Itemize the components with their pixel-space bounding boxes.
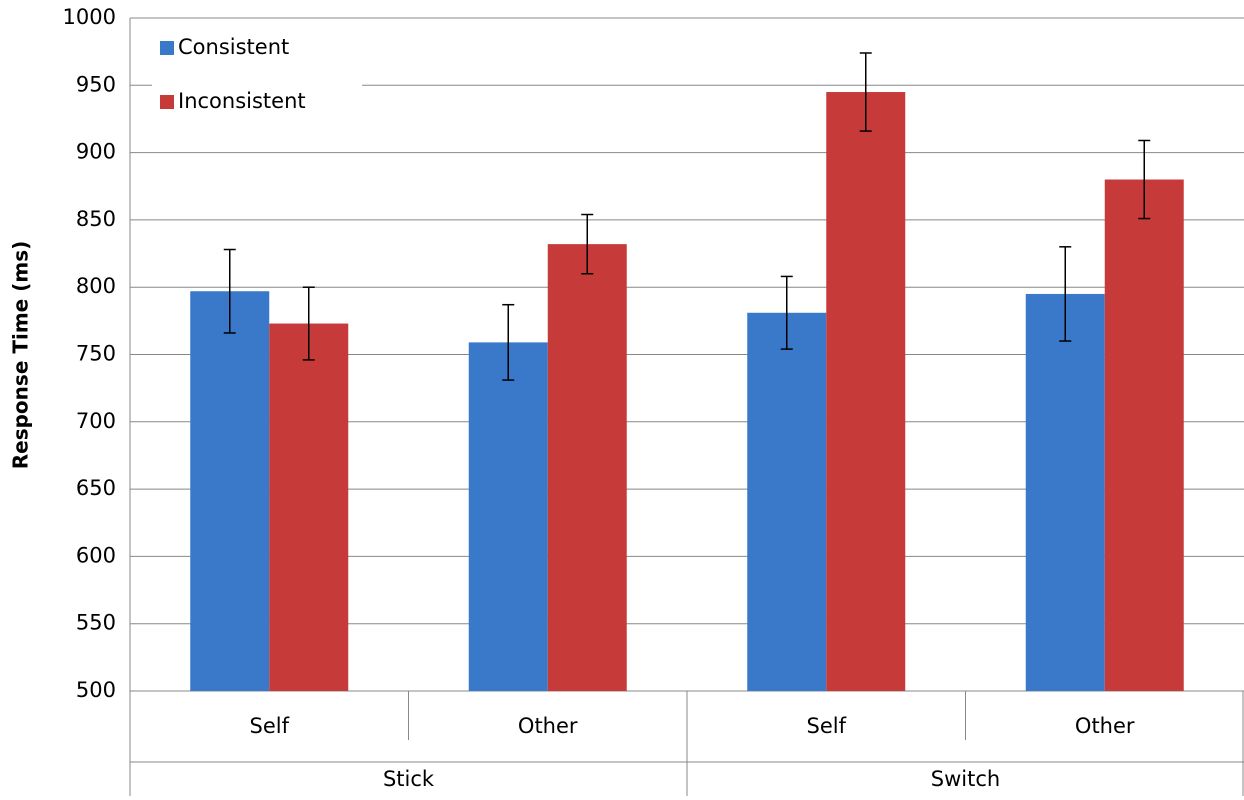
legend-label: Inconsistent — [178, 89, 306, 113]
y-tick-label: 700 — [76, 409, 116, 433]
x-tick-label: Other — [1075, 714, 1135, 738]
legend-swatch — [160, 41, 174, 55]
bar — [547, 244, 627, 692]
group-label: Switch — [931, 767, 1000, 791]
y-tick-label: 550 — [76, 611, 116, 635]
bar — [826, 92, 906, 691]
y-tick-label: 750 — [76, 342, 116, 366]
bar — [1104, 179, 1184, 691]
y-tick-label: 500 — [76, 678, 116, 702]
legend-box — [152, 26, 362, 138]
legend-swatch — [160, 95, 174, 109]
bar — [269, 323, 349, 691]
bar — [190, 291, 270, 691]
legend-label: Consistent — [178, 35, 289, 59]
bar — [468, 342, 548, 691]
y-axis-label: Response Time (ms) — [9, 241, 33, 470]
y-tick-label: 600 — [76, 543, 116, 567]
group-label: Stick — [383, 767, 435, 791]
y-tick-label: 850 — [76, 207, 116, 231]
y-tick-label: 650 — [76, 476, 116, 500]
y-tick-label: 950 — [76, 72, 116, 96]
bar — [1025, 293, 1105, 691]
y-tick-label: 900 — [76, 140, 116, 164]
y-tick-label: 800 — [76, 274, 116, 298]
y-tick-label: 1000 — [63, 5, 116, 29]
x-tick-label: Other — [518, 714, 578, 738]
x-tick-label: Self — [807, 714, 847, 738]
x-tick-label: Self — [250, 714, 290, 738]
bar — [747, 312, 827, 691]
